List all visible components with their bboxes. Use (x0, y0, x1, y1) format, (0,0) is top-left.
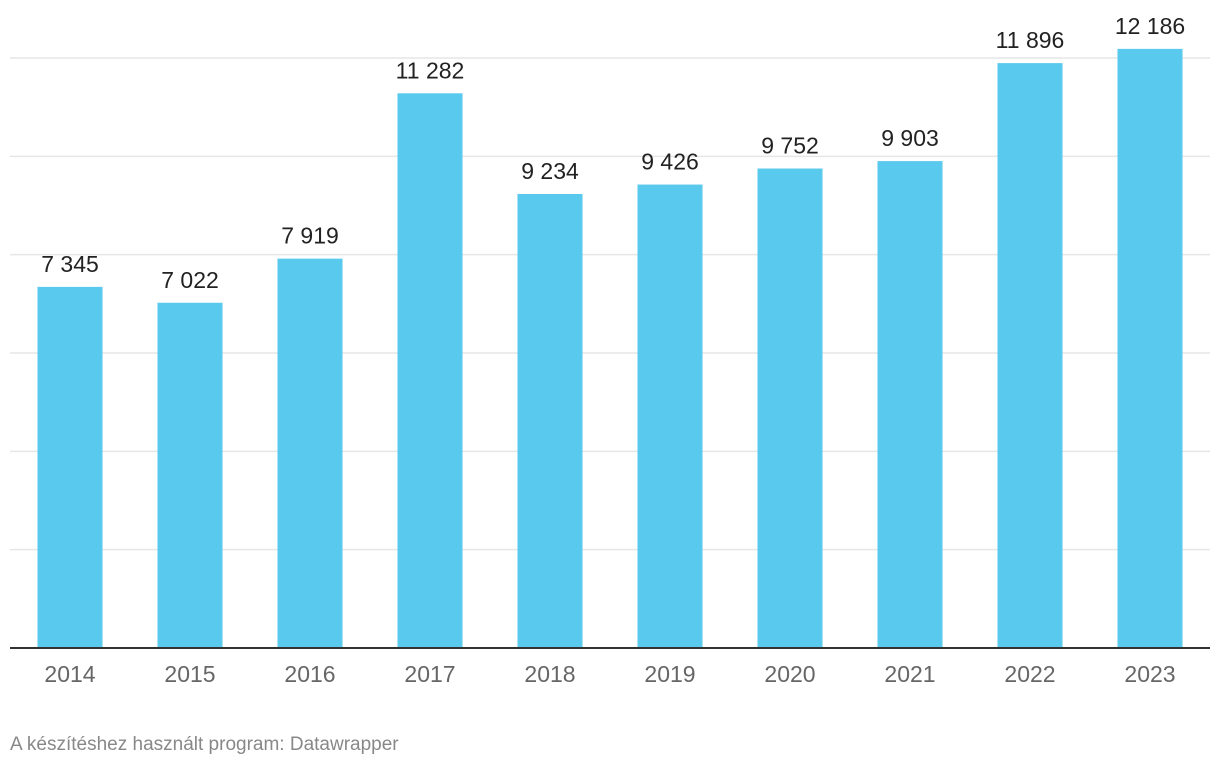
value-labels: 7 345 7 022 7 919 11 282 9 234 9 426 9 752 9 90… (41, 13, 1185, 293)
bar (1117, 48, 1183, 649)
bar (997, 63, 1063, 648)
bar-value-label: 11 896 (996, 27, 1065, 53)
bar-value-label: 9 903 (881, 125, 939, 151)
x-tick-label: 2018 (524, 661, 575, 687)
bar (637, 184, 703, 648)
x-tick-label: 2014 (44, 661, 95, 687)
bar-value-label: 7 345 (41, 251, 99, 277)
x-axis: 2014 2015 2016 2017 2018 2019 2020 2021 2022 2023 (10, 647, 1210, 687)
x-tick-label: 2019 (644, 661, 695, 687)
bar-value-label: 9 426 (641, 149, 699, 175)
bar-value-label: 7 022 (161, 267, 219, 293)
bar (37, 286, 103, 648)
bar (517, 193, 583, 648)
bar (277, 258, 343, 648)
x-tick-label: 2015 (164, 661, 215, 687)
x-tick-label: 2023 (1124, 661, 1175, 687)
x-tick-label: 2022 (1004, 661, 1055, 687)
bar (877, 161, 943, 649)
bars (37, 48, 1183, 649)
x-tick-label: 2017 (404, 661, 455, 687)
bar-value-label: 9 752 (761, 133, 819, 159)
bar-value-label: 11 282 (396, 57, 465, 83)
bar-value-label: 9 234 (521, 158, 579, 184)
bar (157, 302, 223, 648)
x-tick-label: 2021 (884, 661, 935, 687)
bar-value-label: 12 186 (1115, 13, 1185, 39)
bar-chart: 7 345 7 022 7 919 11 282 9 234 9 426 9 752 9 90… (10, 13, 1210, 687)
credit-text: A készítéshez használt program: Datawrap… (10, 734, 399, 755)
x-tick-label: 2020 (764, 661, 815, 687)
bar (757, 168, 823, 648)
bar (397, 93, 463, 649)
x-tick-label: 2016 (284, 661, 335, 687)
bar-value-label: 7 919 (281, 223, 339, 249)
